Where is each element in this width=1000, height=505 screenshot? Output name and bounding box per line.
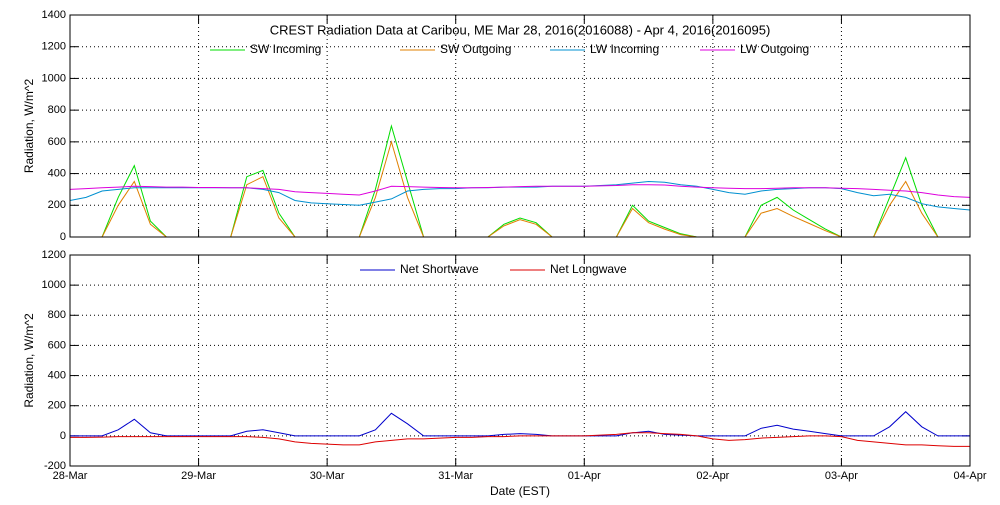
x-tick-label: 01-Apr <box>568 470 601 482</box>
x-tick-label: 28-Mar <box>53 470 88 482</box>
y-tick-label: 1000 <box>42 279 66 291</box>
plot-frame <box>69 14 971 238</box>
y-tick-label: 800 <box>48 104 66 116</box>
y-tick-label: 1200 <box>42 41 66 53</box>
y-axis-label: Radiation, W/m^2 <box>22 79 36 174</box>
series-line <box>70 432 970 447</box>
y-tick-label: 400 <box>48 369 66 381</box>
y-axis-label: Radiation, W/m^2 <box>22 313 36 408</box>
y-tick-label: 200 <box>48 400 66 412</box>
y-tick-label: 600 <box>48 339 66 351</box>
y-tick-label: 800 <box>48 309 66 321</box>
x-tick-label: 31-Mar <box>438 470 473 482</box>
x-tick-label: 03-Apr <box>825 470 858 482</box>
x-axis-label: Date (EST) <box>490 484 550 498</box>
y-tick-label: 0 <box>60 430 66 442</box>
y-tick-label: 1400 <box>42 9 66 21</box>
x-tick-label: 29-Mar <box>181 470 216 482</box>
series-line <box>70 411 970 437</box>
y-tick-label: 600 <box>48 136 66 148</box>
y-tick-label: 1200 <box>42 249 66 261</box>
y-tick-label: -200 <box>44 460 66 472</box>
plot-frame <box>69 254 971 467</box>
legend-label: SW Incoming <box>250 42 321 56</box>
series-line <box>69 184 971 198</box>
chart-title: CREST Radiation Data at Caribou, ME Mar … <box>270 22 771 37</box>
legend-label: SW Outgoing <box>440 42 511 56</box>
legend-label: LW Incoming <box>590 42 659 56</box>
x-tick-label: 02-Apr <box>696 470 729 482</box>
x-tick-label: 30-Mar <box>310 470 345 482</box>
y-tick-label: 0 <box>60 231 66 243</box>
y-tick-label: 200 <box>48 199 66 211</box>
legend-label: LW Outgoing <box>740 42 809 56</box>
y-tick-label: 400 <box>48 167 66 179</box>
series-line <box>70 140 970 238</box>
legend-label: Net Shortwave <box>400 262 479 276</box>
series-line <box>70 124 970 238</box>
x-tick-label: 04-Apr <box>953 470 986 482</box>
legend-label: Net Longwave <box>550 262 627 276</box>
y-tick-label: 1000 <box>42 72 66 84</box>
